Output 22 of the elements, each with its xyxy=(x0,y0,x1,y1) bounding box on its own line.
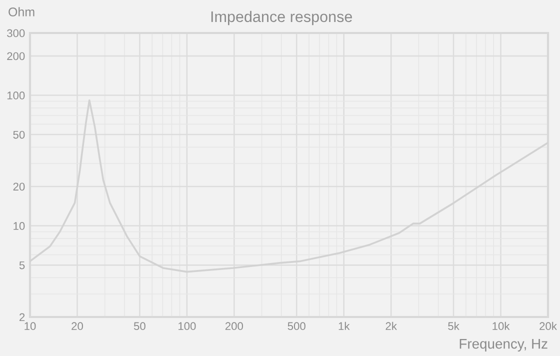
x-axis-title: Frequency, Hz xyxy=(460,339,548,352)
y-tick-label: 20 xyxy=(13,182,25,191)
y-tick-label: 5 xyxy=(19,261,25,270)
x-tick-label: 10k xyxy=(492,322,510,330)
x-tick-label: 500 xyxy=(288,322,306,330)
x-tick-label: 5k xyxy=(448,322,460,330)
y-axis-title: Ohm xyxy=(8,7,34,16)
y-tick-label: 50 xyxy=(13,130,25,139)
y-tick-label: 100 xyxy=(7,92,25,100)
y-tick-label: 200 xyxy=(7,52,25,60)
y-tick-label: 300 xyxy=(7,29,25,38)
chart-title: Impedance response xyxy=(211,10,352,26)
y-tick-label: 2 xyxy=(20,313,25,322)
x-tick-label: 10 xyxy=(24,322,36,330)
x-tick-label: 100 xyxy=(178,322,196,330)
x-tick-label: 200 xyxy=(225,322,243,330)
x-tick-label: 1k xyxy=(338,322,350,330)
x-tick-label: 20 xyxy=(72,322,83,330)
x-tick-label: 2k xyxy=(386,322,397,330)
y-tick-label: 10 xyxy=(14,222,25,230)
x-tick-label: 50 xyxy=(134,322,146,330)
x-tick-label: 20k xyxy=(540,322,557,330)
